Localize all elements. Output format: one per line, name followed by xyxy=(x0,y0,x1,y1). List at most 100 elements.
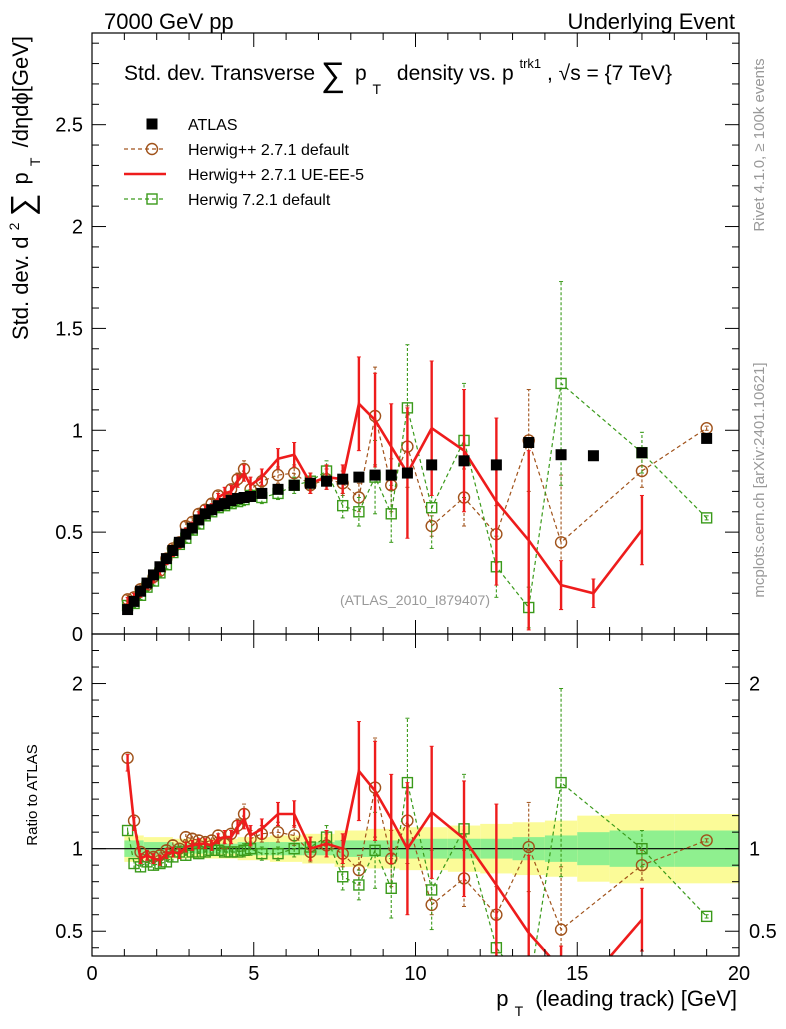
atlas-data-point xyxy=(180,528,192,540)
herwig-2-7-1-ue-ee-5-line xyxy=(126,762,643,956)
herwigpp-default-point xyxy=(522,840,535,854)
header-left: 7000 GeV pp xyxy=(104,9,234,34)
herwig-7-2-1-default-line xyxy=(127,781,708,956)
atlas-data-point xyxy=(337,473,349,485)
herwig7-default-point xyxy=(272,847,284,860)
legend: ATLAS Herwig++ 2.7.1 default Herwig++ 2.7.… xyxy=(124,117,364,209)
rivet-version-label: Rivet 4.1.0, ≥ 100k events xyxy=(751,58,768,231)
atlas-data-point xyxy=(206,504,218,516)
atlas-data-point xyxy=(219,498,231,510)
herwigpp-default-point xyxy=(554,536,568,549)
herwig7-default-point xyxy=(700,910,713,923)
main-title: Std. dev. Transverse ∑ p T density vs. p… xyxy=(124,50,672,99)
herwig7-default-point xyxy=(425,884,438,896)
atlas-data-point xyxy=(146,118,158,130)
atlas-data-point xyxy=(160,553,172,565)
atlas-data-point xyxy=(458,455,470,467)
herwig7-default-point xyxy=(238,844,250,857)
atlas-data-point xyxy=(141,577,153,589)
herwig7-default-point xyxy=(700,512,713,524)
main-plot-series xyxy=(121,281,713,631)
herwig7-default-point xyxy=(555,776,567,789)
atlas-data-point xyxy=(135,585,147,597)
ratio-xtick-label: 15 xyxy=(566,963,588,985)
atlas-data-point xyxy=(353,471,365,483)
herwigpp-default-point xyxy=(554,923,568,936)
herwigpp-default-point xyxy=(287,466,301,480)
atlas-data-point xyxy=(321,475,333,487)
atlas-data-point xyxy=(555,449,567,461)
herwig7-default-point xyxy=(385,508,397,520)
herwig7-default-point xyxy=(425,501,438,514)
main-ytick-label: 1.5 xyxy=(55,318,83,340)
atlas-data-point xyxy=(304,477,316,489)
atlas-data-point xyxy=(636,447,648,459)
legend-label-herwig-2-7-1-default: Herwig++ 2.7.1 default xyxy=(188,142,350,159)
legend-label-atlas: ATLAS xyxy=(188,117,238,134)
atlas-data-point xyxy=(193,514,205,526)
title-sup-trk1: trk1 xyxy=(519,56,541,71)
main-y-label: Std. dev. d 2 ∑ p T /dηdϕ[GeV] xyxy=(0,36,45,340)
atlas-data-point xyxy=(154,561,166,573)
atlas-data-point xyxy=(245,490,257,502)
ratio-ytick-label: 0.5 xyxy=(55,921,83,943)
mcplots-label: mcplots.cern.ch [arXiv:2401.10621] xyxy=(751,362,768,597)
ratio-y-label: Ratio to ATLAS xyxy=(24,744,41,845)
title-p: p xyxy=(355,62,367,85)
atlas-data-point xyxy=(147,569,159,581)
analysis-watermark: (ATLAS_2010_I879407) xyxy=(340,592,490,608)
legend-label-herwig-7-2-1-default: Herwig 7.2.1 default xyxy=(188,192,331,209)
main-axis-ticks: 0 0.5 1 1.5 2 2.5 xyxy=(55,33,740,646)
herwig7-default-point xyxy=(256,847,268,860)
herwigpp-default-point xyxy=(352,863,366,877)
atlas-data-point xyxy=(288,479,300,491)
atlas-data-point xyxy=(173,536,185,548)
herwig7-default-point xyxy=(288,842,300,855)
herwigpp-default-point xyxy=(271,468,285,482)
ratio-plot-frame xyxy=(91,633,740,957)
ratio-ytick-label-right: 0.5 xyxy=(749,921,777,943)
xlabel-p: p xyxy=(496,986,508,1011)
title-sum-symbol: ∑ xyxy=(321,56,345,94)
ratio-ytick-label: 2 xyxy=(72,674,83,696)
ylabel-part1: Std. dev. d xyxy=(8,236,33,340)
ratio-plot-series xyxy=(121,687,713,956)
ylabel-p: p xyxy=(8,172,33,184)
atlas-data-point xyxy=(426,459,438,471)
atlas-data-point xyxy=(128,595,140,607)
atlas-data-point xyxy=(212,500,224,512)
atlas-data-point xyxy=(167,544,179,556)
herwig-7-2-1-default-line xyxy=(127,382,708,609)
herwig7-default-point xyxy=(146,193,158,205)
ratio-ytick-label: 1 xyxy=(72,839,83,861)
atlas-data-point xyxy=(587,450,599,462)
atlas-data-point xyxy=(401,467,413,479)
herwig7-default-point xyxy=(353,506,365,518)
atlas-data-point xyxy=(238,492,250,504)
main-ytick-label: 2 xyxy=(72,217,83,239)
atlas-data-point xyxy=(232,493,244,505)
main-ytick-label: 0 xyxy=(72,624,83,646)
main-ytick-label: 2.5 xyxy=(55,115,83,137)
atlas-data-point xyxy=(701,432,713,444)
herwigpp-default-point xyxy=(352,491,366,504)
ylabel-sup2: 2 xyxy=(6,222,22,230)
atlas-data-point xyxy=(385,469,397,481)
ratio-xtick-label: 20 xyxy=(728,963,750,985)
header-right: Underlying Event xyxy=(567,9,735,34)
ratio-xtick-label: 0 xyxy=(86,963,97,985)
legend-label-herwig-2-7-1-ue-ee-5: Herwig++ 2.7.1 UE-EE-5 xyxy=(188,167,364,184)
herwig7-default-point xyxy=(555,377,567,390)
herwig7-default-point xyxy=(385,882,397,894)
herwigpp-default-point xyxy=(145,142,159,156)
ratio-ytick-label-right: 2 xyxy=(749,674,760,696)
herwig7-default-point xyxy=(218,846,231,858)
ratio-x-label: p T (leading track) [GeV] xyxy=(496,986,737,1021)
herwigpp-default-point xyxy=(700,834,713,847)
herwig-2-7-1-ue-ee-5-line xyxy=(126,401,643,603)
herwig7-default-point xyxy=(231,846,244,858)
ylabel-sub-t: T xyxy=(27,157,43,166)
xlabel-sub-t: T xyxy=(515,1003,524,1019)
herwig7-default-point xyxy=(636,842,648,855)
